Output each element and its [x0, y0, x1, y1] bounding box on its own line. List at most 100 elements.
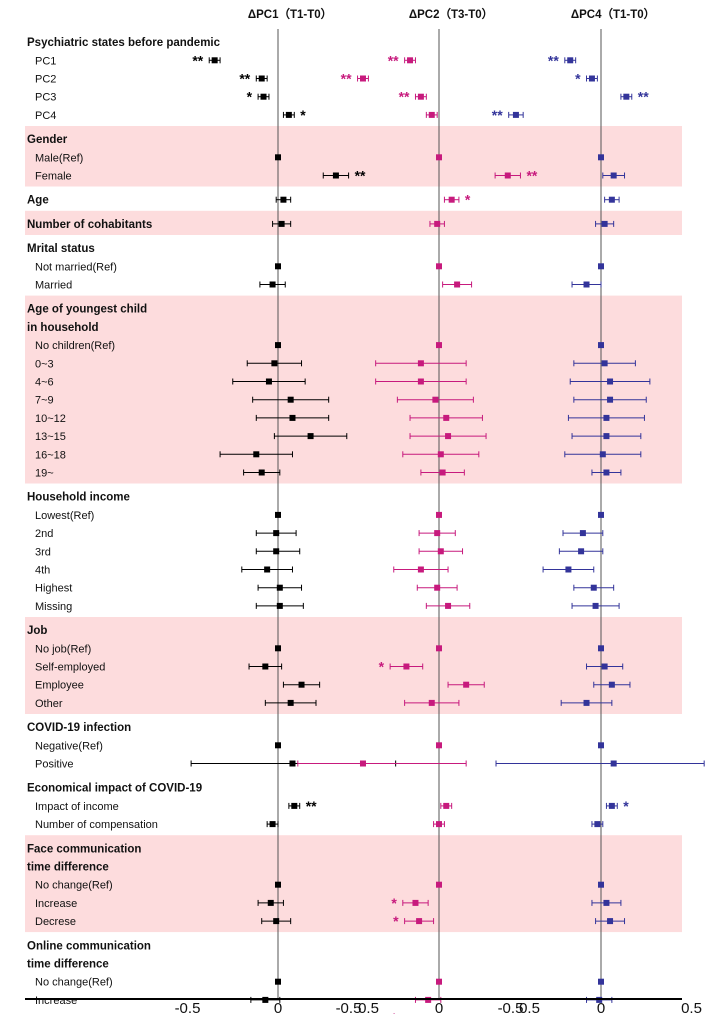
band-8: [25, 714, 682, 775]
point-estimate: [578, 548, 585, 555]
row-label: Decrese: [35, 916, 76, 928]
point-estimate: [436, 511, 442, 518]
row-label: No children(Ref): [35, 340, 115, 352]
significance-marker: *: [247, 89, 253, 105]
point-estimate: [287, 699, 294, 706]
point-estimate: [607, 396, 614, 403]
significance-marker: **: [548, 52, 559, 68]
point-estimate: [512, 111, 519, 118]
band-9: [25, 774, 682, 836]
point-estimate: [265, 378, 272, 385]
point-estimate: [289, 760, 296, 767]
row-label: Number of cohabitants: [27, 219, 152, 231]
point-estimate: [598, 742, 604, 749]
point-estimate: [275, 342, 281, 349]
point-estimate: [437, 548, 444, 555]
row-label: Increase: [35, 898, 77, 910]
point-estimate: [565, 566, 572, 573]
band-10: [25, 835, 682, 933]
point-estimate: [412, 899, 419, 906]
row-label: 0~3: [35, 358, 54, 370]
point-estimate: [603, 433, 610, 440]
panel-title-2: ΔPC2（T3-T0）: [409, 7, 493, 21]
row-labels: Psychiatric states before pandemic PC1 PC2…: [27, 37, 221, 1014]
row-label: Not married(Ref): [35, 261, 117, 273]
row-label: Number of compensation: [35, 819, 158, 831]
point-estimate: [603, 899, 610, 906]
row-label: Missing: [35, 601, 72, 613]
row-label: 19~: [35, 468, 54, 480]
point-estimate: [443, 414, 450, 421]
point-estimate: [603, 414, 610, 421]
point-estimate: [276, 602, 283, 609]
point-estimate: [275, 978, 281, 985]
point-estimate: [445, 433, 452, 440]
significance-marker: *: [623, 798, 629, 814]
band-11: [25, 932, 682, 1014]
x-tick-label: -0.5: [175, 1000, 201, 1014]
panel-title-3: ΔPC4（T1-T0）: [571, 7, 655, 21]
point-estimate: [258, 469, 265, 476]
x-tick-label: 0.5: [519, 1000, 540, 1014]
significance-marker: **: [306, 798, 317, 814]
point-estimate: [601, 360, 608, 367]
point-estimate: [275, 263, 281, 270]
row-label: 16~18: [35, 449, 66, 461]
point-estimate: [583, 699, 590, 706]
point-estimate: [437, 451, 444, 458]
group-title: Face communication: [27, 843, 141, 855]
band-6: [25, 483, 682, 617]
point-estimate: [432, 396, 439, 403]
group-title: time difference: [27, 862, 109, 874]
point-estimate: [278, 220, 285, 227]
x-tick-label: -0.5: [498, 1000, 524, 1014]
row-label: Self-employed: [35, 662, 105, 674]
point-estimate: [610, 172, 617, 179]
row-label: Impact of income: [35, 801, 119, 813]
point-estimate: [275, 645, 281, 652]
point-estimate: [439, 469, 446, 476]
row-label: 7~9: [35, 395, 54, 407]
point-estimate: [407, 57, 414, 64]
row-label: Increase: [35, 995, 77, 1007]
point-estimate: [594, 821, 601, 828]
point-estimate: [567, 57, 574, 64]
significance-marker: **: [399, 89, 410, 105]
point-estimate: [428, 111, 435, 118]
point-estimate: [417, 360, 424, 367]
row-label: Employee: [35, 680, 84, 692]
row-label: No change(Ref): [35, 880, 113, 892]
point-estimate: [598, 978, 604, 985]
significance-marker: **: [355, 168, 366, 184]
point-estimate: [359, 75, 366, 82]
row-label: Female: [35, 171, 72, 183]
point-estimate: [598, 511, 604, 518]
point-estimate: [623, 93, 630, 100]
point-estimate: [287, 396, 294, 403]
point-estimate: [436, 742, 442, 749]
point-estimate: [275, 511, 281, 518]
group-title: time difference: [27, 959, 109, 971]
x-tick-label: 0: [597, 1000, 605, 1014]
significance-marker: *: [465, 192, 471, 208]
group-title: COVID-19 infection: [27, 722, 131, 734]
point-estimate: [275, 154, 281, 161]
point-estimate: [598, 645, 604, 652]
point-estimate: [434, 530, 441, 537]
row-label: Negative(Ref): [35, 740, 103, 752]
point-estimate: [504, 172, 511, 179]
point-estimate: [273, 530, 280, 537]
point-estimate: [332, 172, 339, 179]
row-label: Married: [35, 280, 72, 292]
row-label: PC3: [35, 92, 56, 104]
point-estimate: [603, 469, 610, 476]
point-estimate: [590, 584, 597, 591]
band-2: [25, 186, 682, 211]
group-title: Online communication: [27, 940, 151, 952]
point-estimate: [579, 530, 586, 537]
row-label: Other: [35, 698, 63, 710]
significance-marker: *: [393, 913, 399, 929]
significance-marker: *: [575, 71, 581, 87]
point-estimate: [454, 281, 461, 288]
